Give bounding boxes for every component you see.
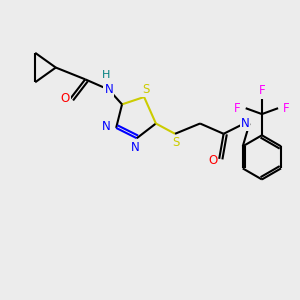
Text: F: F — [259, 84, 265, 97]
Text: N: N — [241, 117, 250, 130]
Text: O: O — [208, 154, 217, 167]
Text: N: N — [104, 83, 113, 96]
Text: O: O — [61, 92, 70, 105]
Text: H: H — [233, 106, 241, 116]
Text: N: N — [131, 141, 140, 154]
Text: F: F — [234, 102, 241, 115]
Text: S: S — [142, 83, 149, 96]
Text: S: S — [172, 136, 179, 148]
Text: H: H — [102, 70, 110, 80]
Text: N: N — [102, 120, 111, 133]
Text: F: F — [283, 102, 290, 115]
